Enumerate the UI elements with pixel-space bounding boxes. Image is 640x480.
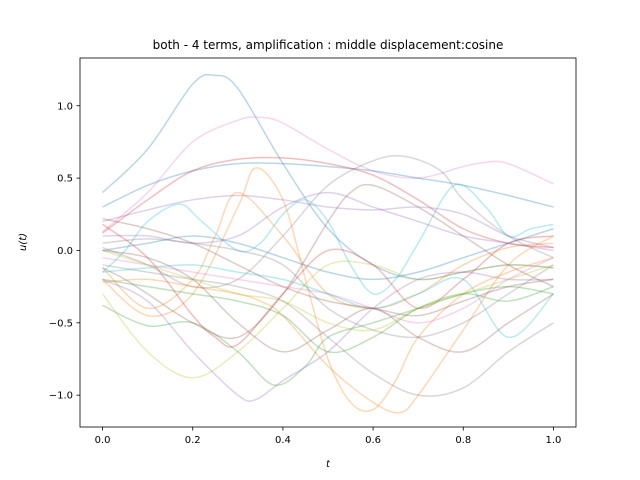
y-axis-ticks: −1.0 −0.5 0.0 0.5 1.0 — [49, 101, 80, 402]
series-line-1 — [102, 73, 554, 281]
y-tick-label: 0.0 — [57, 246, 73, 257]
series-line-17 — [102, 256, 554, 324]
series-line-10 — [102, 191, 554, 310]
x-tick-label: 0.4 — [275, 435, 291, 446]
series-line-4 — [102, 162, 554, 208]
series-line-8 — [102, 167, 554, 412]
x-tick-label: 1.0 — [546, 435, 562, 446]
series-line-14 — [102, 183, 554, 340]
chart-title: both - 4 terms, amplification : middle d… — [153, 38, 504, 52]
x-tick-label: 0.6 — [365, 435, 381, 446]
x-axis-label: t — [326, 459, 331, 470]
series-line-9 — [102, 235, 554, 414]
series-line-15 — [102, 238, 554, 339]
series-line-5 — [102, 156, 554, 249]
x-tick-label: 0.8 — [455, 435, 471, 446]
x-tick-label: 0.2 — [185, 435, 201, 446]
series-line-22 — [102, 264, 554, 397]
series-line-23 — [102, 228, 554, 281]
axes-frame — [79, 57, 577, 428]
series-line-20 — [102, 249, 554, 332]
series-line-19 — [102, 249, 554, 353]
y-tick-label: 1.0 — [57, 101, 73, 112]
y-tick-label: −0.5 — [49, 318, 73, 329]
series-line-25 — [102, 217, 554, 317]
y-tick-label: −1.0 — [49, 391, 73, 402]
series-line-11 — [102, 285, 554, 386]
series-line-2 — [102, 116, 554, 233]
x-axis-ticks: 0.0 0.2 0.4 0.6 0.8 1.0 — [95, 427, 562, 446]
series-line-18 — [102, 264, 554, 339]
x-tick-label: 0.0 — [95, 435, 111, 446]
series-line-7 — [102, 183, 554, 296]
series-line-16 — [102, 223, 554, 348]
series-line-12 — [101, 260, 554, 379]
series-line-6 — [102, 194, 554, 249]
series-line-3 — [102, 154, 554, 289]
series-layer — [101, 73, 554, 414]
series-line-24 — [102, 191, 554, 252]
y-axis-label: u(t) — [18, 233, 29, 251]
series-line-13 — [102, 271, 554, 403]
series-line-21 — [102, 278, 554, 354]
y-tick-label: 0.5 — [57, 174, 73, 185]
